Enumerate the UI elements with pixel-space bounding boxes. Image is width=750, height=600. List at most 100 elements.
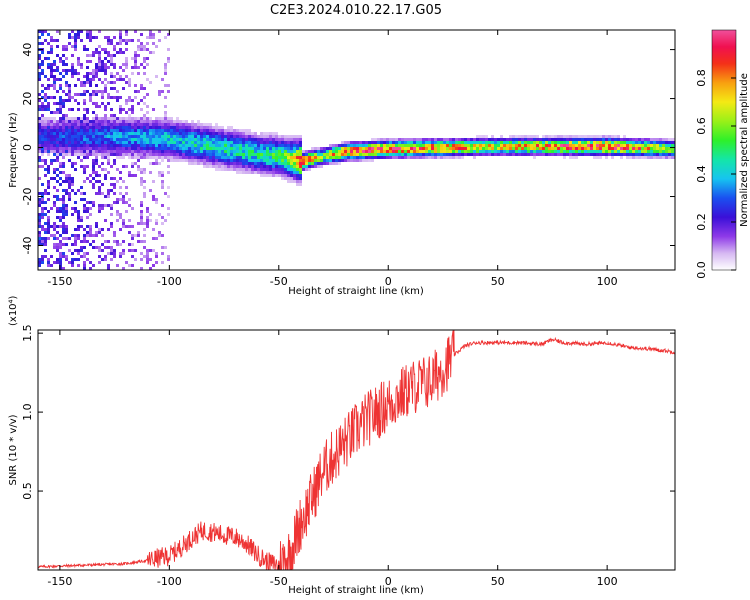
heatmap-cell xyxy=(155,147,158,150)
heatmap-cell xyxy=(155,156,158,159)
heatmap-cell xyxy=(602,138,605,141)
heatmap-cell xyxy=(149,267,152,270)
heatmap-cell xyxy=(437,156,440,159)
heatmap-cell xyxy=(113,153,116,156)
heatmap-cell xyxy=(173,138,176,141)
heatmap-cell xyxy=(257,141,260,144)
heatmap-cell xyxy=(560,153,563,156)
heatmap-cell xyxy=(110,87,113,90)
heatmap-cell xyxy=(161,129,164,132)
heatmap-cell xyxy=(140,171,143,174)
heatmap-cell xyxy=(164,141,167,144)
heatmap-cell xyxy=(164,105,167,108)
heatmap-cell xyxy=(635,150,638,153)
heatmap-cell xyxy=(116,141,119,144)
heatmap-cell xyxy=(56,249,59,252)
heatmap-cell xyxy=(128,39,131,42)
heatmap-cell xyxy=(38,177,41,180)
heatmap-cell xyxy=(89,225,92,228)
heatmap-cell xyxy=(149,132,152,135)
heatmap-cell xyxy=(227,156,230,159)
heatmap-cell xyxy=(122,222,125,225)
heatmap-cell xyxy=(101,192,104,195)
heatmap-cell xyxy=(524,153,527,156)
heatmap-cell xyxy=(410,141,413,144)
heatmap-cell xyxy=(137,90,140,93)
heatmap-cell xyxy=(41,69,44,72)
heatmap-cell xyxy=(275,135,278,138)
heatmap-cell xyxy=(161,135,164,138)
heatmap-cell xyxy=(89,30,92,33)
heatmap-cell xyxy=(140,108,143,111)
heatmap-cell xyxy=(47,66,50,69)
heatmap-cell xyxy=(440,150,443,153)
heatmap-cell xyxy=(161,234,164,237)
heatmap-cell xyxy=(80,84,83,87)
heatmap-cell xyxy=(140,177,143,180)
heatmap-cell xyxy=(251,156,254,159)
heatmap-cell xyxy=(47,120,50,123)
heatmap-cell xyxy=(134,153,137,156)
heatmap-cell xyxy=(92,162,95,165)
heatmap-cell xyxy=(167,156,170,159)
heatmap-cell xyxy=(251,147,254,150)
heatmap-cell xyxy=(53,246,56,249)
heatmap-cell xyxy=(518,138,521,141)
heatmap-cell xyxy=(227,147,230,150)
heatmap-cell xyxy=(662,141,665,144)
heatmap-cell xyxy=(275,141,278,144)
heatmap-cell xyxy=(515,135,518,138)
heatmap-cell xyxy=(56,243,59,246)
heatmap-cell xyxy=(62,255,65,258)
heatmap-cell xyxy=(383,138,386,141)
heatmap-cell xyxy=(419,147,422,150)
heatmap-cell xyxy=(134,258,137,261)
heatmap-cell xyxy=(65,258,68,261)
heatmap-cell xyxy=(56,261,59,264)
heatmap-cell xyxy=(38,264,41,267)
heatmap-cell xyxy=(59,78,62,81)
heatmap-cell xyxy=(212,165,215,168)
heatmap-cell xyxy=(182,120,185,123)
heatmap-cell xyxy=(89,231,92,234)
heatmap-cell xyxy=(305,153,308,156)
heatmap-cell xyxy=(101,138,104,141)
heatmap-cell xyxy=(542,150,545,153)
heatmap-cell xyxy=(44,189,47,192)
heatmap-cell xyxy=(245,156,248,159)
heatmap-cell xyxy=(353,159,356,162)
heatmap-cell xyxy=(584,141,587,144)
heatmap-cell xyxy=(146,144,149,147)
heatmap-cell xyxy=(62,216,65,219)
heatmap-cell xyxy=(209,138,212,141)
heatmap-cell xyxy=(218,135,221,138)
heatmap-cell xyxy=(662,147,665,150)
heatmap-cell xyxy=(110,153,113,156)
heatmap-cell xyxy=(62,207,65,210)
heatmap-cell xyxy=(137,147,140,150)
heatmap-cell xyxy=(80,123,83,126)
heatmap-cell xyxy=(179,141,182,144)
heatmap-cell xyxy=(125,63,128,66)
heatmap-cell xyxy=(287,153,290,156)
heatmap-cell xyxy=(95,153,98,156)
heatmap-cell xyxy=(341,144,344,147)
heatmap-cell xyxy=(140,126,143,129)
heatmap-cell xyxy=(305,150,308,153)
heatmap-cell xyxy=(209,123,212,126)
heatmap-cell xyxy=(209,165,212,168)
heatmap-cell xyxy=(290,180,293,183)
heatmap-cell xyxy=(80,147,83,150)
heatmap-cell xyxy=(44,30,47,33)
heatmap-cell xyxy=(92,171,95,174)
heatmap-cell xyxy=(383,144,386,147)
heatmap-cell xyxy=(191,156,194,159)
heatmap-cell xyxy=(431,138,434,141)
heatmap-cell xyxy=(101,249,104,252)
heatmap-cell xyxy=(83,108,86,111)
heatmap-cell xyxy=(590,141,593,144)
heatmap-cell xyxy=(191,153,194,156)
heatmap-cell xyxy=(65,81,68,84)
heatmap-cell xyxy=(578,147,581,150)
heatmap-cell xyxy=(176,153,179,156)
